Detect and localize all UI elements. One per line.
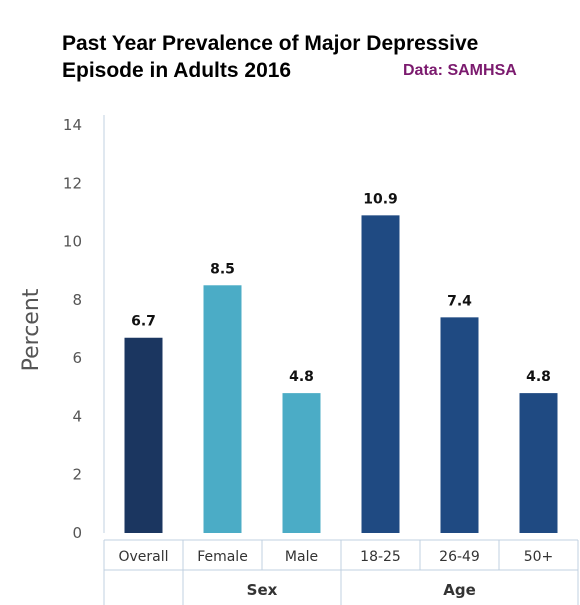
x-tick-label: Female: [197, 549, 248, 565]
data-label: 10.9: [363, 191, 398, 207]
bar-26-49: [440, 317, 479, 533]
data-label: 4.8: [526, 369, 551, 385]
data-source-label: Data: SAMHSA: [403, 62, 517, 79]
y-tick-label: 6: [72, 349, 82, 367]
data-label: 8.5: [210, 261, 235, 277]
x-tick-label: 18-25: [360, 549, 401, 565]
data-label: 6.7: [131, 314, 156, 330]
group-label-sex: Sex: [247, 581, 278, 599]
x-tick-label: 50+: [524, 549, 554, 565]
data-label: 4.8: [289, 369, 314, 385]
chart-title: Past Year Prevalence of Major Depressive…: [62, 30, 562, 84]
bar-overall: [124, 337, 163, 533]
bar-50+: [519, 393, 558, 533]
x-tick-label: Overall: [118, 549, 168, 565]
y-tick-label: 2: [72, 466, 82, 484]
bar-18-25: [361, 215, 400, 534]
data-label: 7.4: [447, 293, 472, 309]
x-tick-label: Male: [285, 549, 318, 565]
chart-title-line-2: Episode in Adults 2016: [62, 59, 292, 82]
y-axis-title: Percent: [19, 288, 44, 371]
y-tick-label: 8: [72, 291, 82, 309]
y-tick-label: 14: [63, 116, 82, 134]
chart-title-line-1: Past Year Prevalence of Major Depressive: [62, 32, 479, 55]
y-tick-label: 10: [63, 233, 82, 251]
group-label-age: Age: [443, 581, 476, 599]
y-tick-label: 0: [72, 524, 82, 542]
y-tick-label: 4: [72, 407, 82, 425]
bar-male: [282, 393, 321, 533]
y-tick-label: 12: [63, 174, 82, 192]
bar-female: [203, 285, 242, 533]
x-tick-label: 26-49: [439, 549, 480, 565]
